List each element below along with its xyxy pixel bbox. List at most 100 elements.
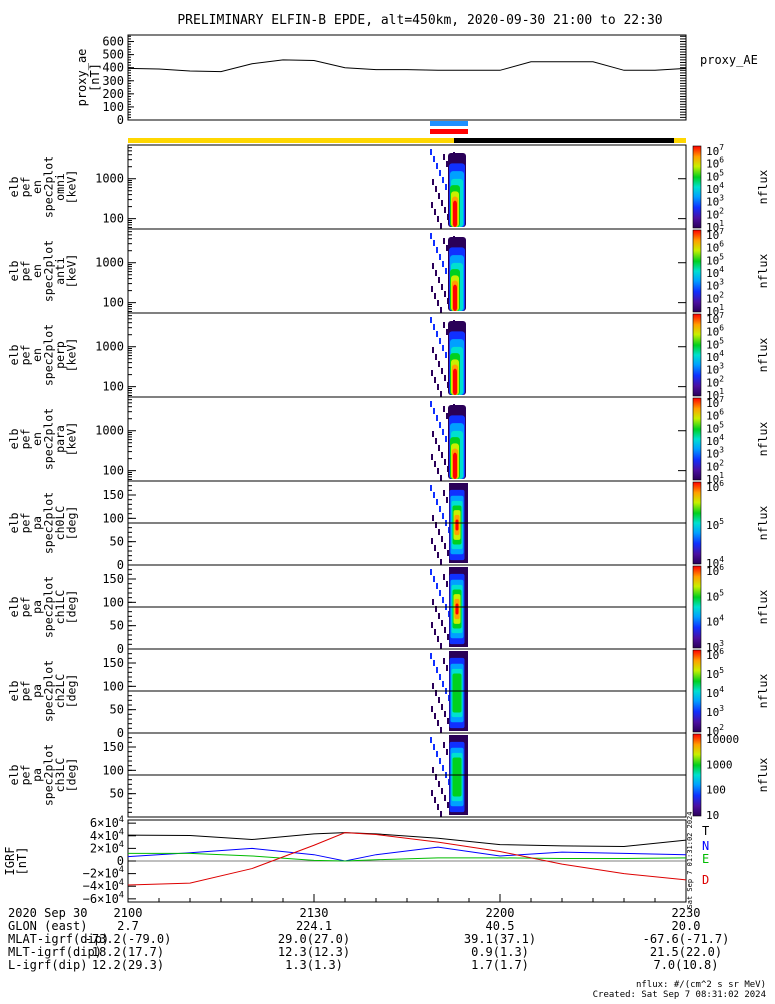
spec_omni-cbar-title: nflux xyxy=(756,170,770,205)
spec_omni-cbar-label: 107 xyxy=(706,143,724,158)
igrf-ytick-label: 0 xyxy=(117,854,124,868)
pa_ch2LC-cbar-label: 106 xyxy=(706,647,724,662)
spec_anti-cbar-label: 102 xyxy=(706,290,724,305)
state-bar-yellow-b xyxy=(674,138,686,143)
pa_ch2LC-speck xyxy=(431,706,433,712)
pa_ch2LC-flux-cell xyxy=(452,673,462,713)
spec_omni-speck xyxy=(441,200,443,206)
pa_ch1LC-speck xyxy=(438,613,440,619)
footer-value: 224.1 xyxy=(296,919,332,933)
spec_perp-cbar-label: 107 xyxy=(706,311,724,326)
pa_ch0LC-cbar-label: 106 xyxy=(706,479,724,494)
spec_anti-cbar-label: 107 xyxy=(706,227,724,242)
spec_perp-speck xyxy=(444,375,446,381)
spec_anti-ylabel: elbpefenspec2plotanti[keV] xyxy=(7,240,79,302)
pa_ch3LC-cbar-label: 1000 xyxy=(706,758,733,771)
pa_ch3LC-speck xyxy=(444,795,446,801)
footer-row-label: 2020 Sep 30 xyxy=(8,906,87,920)
pa_ch2LC-ytick-label: 150 xyxy=(102,656,124,670)
igrf-ylabel: IGRF[nT] xyxy=(3,847,29,876)
science-bar-blue xyxy=(430,121,468,126)
spec_omni-speck xyxy=(442,177,444,183)
spec_omni-cbar-label: 106 xyxy=(706,156,724,171)
pa_ch0LC-ytick-label: 150 xyxy=(102,488,124,502)
spec_para-speck xyxy=(446,413,448,419)
pa_ch1LC-cbar-label: 106 xyxy=(706,563,724,578)
spec_para-heatmap xyxy=(430,401,466,481)
spec_para-speck xyxy=(431,454,433,460)
spec_para-flux-cell xyxy=(453,452,457,479)
spec_para-cbar-title: nflux xyxy=(756,422,770,457)
spec_omni-speck xyxy=(446,161,448,167)
spec_perp-speck xyxy=(439,338,441,344)
pa_ch1LC-speck xyxy=(434,629,436,635)
pa_ch3LC-speck xyxy=(440,811,442,817)
spec_para-speck xyxy=(432,431,434,437)
footer-value: 2.7 xyxy=(117,919,139,933)
spec_anti-speck xyxy=(439,254,441,260)
pa_ch0LC-speck xyxy=(442,513,444,519)
spec_omni-flux-cell xyxy=(453,200,457,227)
pa_ch0LC-cbar-title: nflux xyxy=(756,506,770,541)
igrf-legend-N: N xyxy=(702,839,709,853)
spec_para-speck xyxy=(435,438,437,444)
spec_omni-cbar-label: 105 xyxy=(706,168,724,183)
spec_para-ytick-label: 1000 xyxy=(95,424,124,438)
spec_omni-ytick-label: 100 xyxy=(102,212,124,226)
spec_perp-cbar-label: 106 xyxy=(706,324,724,339)
pa_ch1LC-colorbar xyxy=(692,565,702,649)
spec_omni-speck xyxy=(445,184,447,190)
pa_ch0LC-speck xyxy=(435,522,437,528)
pa_ch3LC-speck xyxy=(434,797,436,803)
pa_ch1LC-speck xyxy=(435,606,437,612)
spec_omni-frame xyxy=(127,144,687,230)
igrf-ytick-label: 4×104 xyxy=(90,827,124,842)
pa_ch0LC-speck xyxy=(444,543,446,549)
pa_ch3LC-speck xyxy=(443,742,445,748)
spec_para-cbar-label: 107 xyxy=(706,395,724,410)
spec_perp-colorbar xyxy=(692,313,702,397)
footer-row-label: GLON (east) xyxy=(8,919,87,933)
spec_para-speck xyxy=(443,406,445,412)
footer-value: 29.0(27.0) xyxy=(278,932,350,946)
footer-value: 1.3(1.3) xyxy=(285,958,343,972)
spec_omni-speck xyxy=(435,186,437,192)
pa_ch2LC-speck xyxy=(435,690,437,696)
footer-value: 39.1(37.1) xyxy=(464,932,536,946)
spec_anti-speck xyxy=(435,270,437,276)
pa_ch3LC-ytick-label: 150 xyxy=(102,740,124,754)
spec_para-speck xyxy=(437,468,439,474)
pa_ch1LC-flux-cell xyxy=(455,603,459,615)
igrf-ytick-label: 6×104 xyxy=(90,815,124,830)
pa_ch2LC-ytick-label: 50 xyxy=(110,703,124,717)
pa_ch1LC-ylabel: elbpefpaspec2plotch1LC[deg] xyxy=(7,576,79,638)
pa_ch3LC-speck xyxy=(441,788,443,794)
spec_anti-flux-cell xyxy=(453,284,457,311)
pa_ch3LC-cbar-label: 10 xyxy=(706,809,719,822)
spec_para-cbar-label: 105 xyxy=(706,420,724,435)
pa_ch2LC-cbar-label: 105 xyxy=(706,666,724,681)
spec_perp-speck xyxy=(441,368,443,374)
spec_anti-speck xyxy=(432,263,434,269)
pa_ch1LC-cbar-label: 105 xyxy=(706,588,724,603)
pa_ch3LC-cbar-label: 100 xyxy=(706,784,726,797)
pa_ch2LC-speck xyxy=(438,697,440,703)
proxy-ae-line xyxy=(127,59,687,73)
spec_perp-speck xyxy=(433,324,435,330)
spec_para-cbar-label: 103 xyxy=(706,446,724,461)
pa_ch2LC-heatmap xyxy=(430,651,468,733)
spec_para-speck xyxy=(444,459,446,465)
pa_ch0LC-speck xyxy=(434,545,436,551)
proxy-ae-ytick-label: 100 xyxy=(102,100,124,114)
spec_perp-speck xyxy=(438,361,440,367)
spec_para-ytick-label: 100 xyxy=(102,464,124,478)
spec_anti-cbar-label: 104 xyxy=(706,265,724,280)
spec_omni-speck xyxy=(444,207,446,213)
footer-value: 20.0 xyxy=(672,919,701,933)
pa_ch0LC-speck xyxy=(440,559,442,565)
spec_perp-cbar-label: 105 xyxy=(706,336,724,351)
spec_perp-cbar-label: 102 xyxy=(706,374,724,389)
spec_para-speck xyxy=(433,408,435,414)
